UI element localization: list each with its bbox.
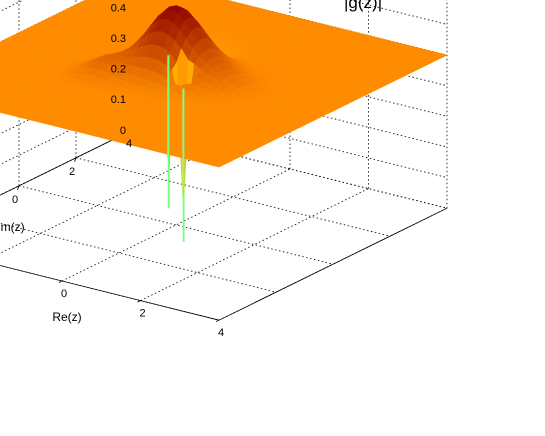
tick-labels: 00.10.20.30.40.50.60.70.8-4-2024420-2-4 xyxy=(12,2,224,339)
y-tick-mark xyxy=(74,157,77,162)
x-tick-label: 0 xyxy=(61,288,67,300)
y-tick-label: 4 xyxy=(126,138,132,150)
grid-line xyxy=(0,265,220,321)
x-tick-label: 2 xyxy=(139,308,145,320)
y-tick-mark xyxy=(17,185,20,190)
grid-line xyxy=(18,185,334,265)
z-tick-label: 0.3 xyxy=(111,33,126,45)
z-tick-label: 0.1 xyxy=(111,94,126,106)
grid-line xyxy=(140,188,369,301)
axis-line xyxy=(0,265,220,321)
grid-line xyxy=(0,149,212,254)
grid-line xyxy=(0,222,277,293)
y-axis-label: Im(z) xyxy=(0,220,25,234)
z-tick-label: 0 xyxy=(120,125,126,137)
x-tick-mark xyxy=(215,319,220,323)
y-tick-label: 2 xyxy=(69,166,75,178)
z-tick-label: 0.4 xyxy=(111,2,126,14)
x-tick-mark xyxy=(137,300,141,303)
y-tick-label: 0 xyxy=(12,194,18,206)
surface-annotation: |g(z)| xyxy=(344,0,382,12)
axis-line xyxy=(218,207,448,321)
surface-patch xyxy=(211,162,225,168)
surface-plot xyxy=(0,0,448,242)
x-tick-label: 4 xyxy=(218,327,224,339)
x-tick-mark xyxy=(58,280,63,283)
z-tick-label: 0.2 xyxy=(111,64,126,76)
x-axis-label: Re(z) xyxy=(52,310,81,324)
grid-line xyxy=(75,157,391,237)
grid-line xyxy=(61,168,291,282)
